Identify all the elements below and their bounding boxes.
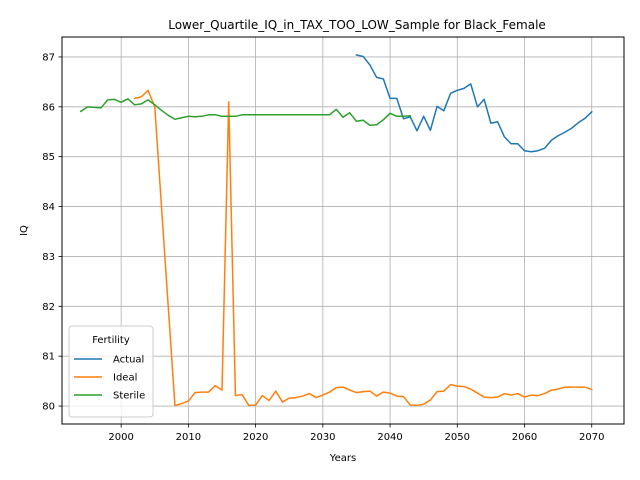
y-tick-label: 82 xyxy=(42,302,55,313)
y-tick-label: 84 xyxy=(42,202,55,213)
x-tick-label: 2010 xyxy=(176,432,201,443)
y-tick-label: 87 xyxy=(42,52,55,63)
x-tick-label: 2050 xyxy=(445,432,470,443)
x-tick-label: 2040 xyxy=(377,432,402,443)
grid xyxy=(62,37,624,424)
legend: Fertility Actual Ideal Sterile xyxy=(68,325,154,418)
x-tick-label: 2060 xyxy=(512,432,537,443)
x-tick-label: 2030 xyxy=(310,432,335,443)
series-line-ideal xyxy=(133,89,593,407)
legend-label-actual: Actual xyxy=(113,355,144,366)
x-axis: 2000 2010 2020 2030 2040 2050 2060 2070 xyxy=(108,424,604,443)
series-layer xyxy=(79,54,593,407)
y-tick-label: 83 xyxy=(42,252,55,263)
y-axis-title: IQ xyxy=(19,225,30,236)
chart-title: Lower_Quartile_IQ_in_TAX_TOO_LOW_Sample … xyxy=(168,18,546,32)
y-tick-label: 86 xyxy=(42,102,55,113)
series-line-actual xyxy=(355,54,593,153)
plot-frame xyxy=(61,36,625,425)
x-tick-label: 2000 xyxy=(108,432,133,443)
y-axis: 80 81 82 83 84 85 86 87 xyxy=(42,52,62,413)
x-tick-label: 2020 xyxy=(243,432,268,443)
legend-label-sterile: Sterile xyxy=(113,391,145,402)
y-tick-label: 81 xyxy=(42,352,55,363)
legend-label-ideal: Ideal xyxy=(113,373,137,384)
x-tick-label: 2070 xyxy=(579,432,604,443)
series-line-sterile xyxy=(79,98,412,127)
legend-title: Fertility xyxy=(92,335,130,346)
legend-entries: Actual Ideal Sterile xyxy=(74,355,145,402)
x-axis-title: Years xyxy=(329,453,356,464)
y-tick-label: 80 xyxy=(42,402,55,413)
plot-area xyxy=(61,36,625,425)
y-tick-label: 85 xyxy=(42,152,55,163)
